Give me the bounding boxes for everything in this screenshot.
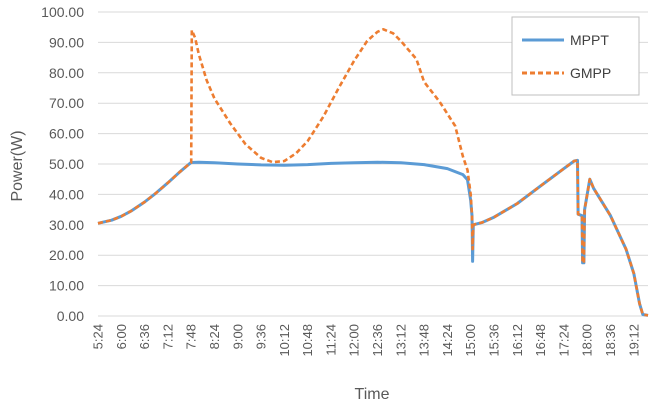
y-tick-label: 20.00 [49,247,84,263]
x-tick-label: 9:36 [254,324,269,349]
y-tick-label: 0.00 [57,308,84,324]
y-axis-ticks: 0.00 10.00 20.00 30.00 40.00 50.00 60.00 70.00 8… [41,4,84,324]
legend-label-mppt: MPPT [570,32,609,48]
y-tick-label: 90.00 [49,34,84,50]
x-tick-label: 6:00 [114,324,129,349]
x-tick-label: 9:00 [230,324,245,349]
legend: MPPT GMPP [511,16,640,96]
x-tick-label: 12:36 [370,324,385,357]
x-tick-label: 7:12 [160,324,175,349]
y-tick-label: 100.00 [41,4,84,20]
y-axis-title: Power(W) [9,130,26,201]
x-tick-label: 10:12 [277,324,292,357]
x-tick-label: 18:00 [580,324,595,357]
x-tick-label: 5:24 [91,324,106,349]
x-tick-label: 13:12 [393,324,408,357]
x-tick-label: 8:24 [207,324,222,349]
y-tick-label: 10.00 [49,278,84,294]
x-axis-title: Time [355,386,390,403]
x-tick-label: 19:12 [626,324,641,357]
y-tick-label: 40.00 [49,186,84,202]
x-tick-label: 13:48 [417,324,432,357]
x-tick-label: 15:36 [487,324,502,357]
x-tick-label: 16:12 [510,324,525,357]
gridlines [98,11,648,287]
y-tick-label: 80.00 [49,65,84,81]
x-tick-label: 16:48 [533,324,548,357]
series-line-mppt [97,158,649,317]
x-tick-label: 14:24 [440,324,455,357]
x-tick-label: 18:36 [603,324,618,357]
x-tick-label: 17:24 [556,324,571,357]
y-tick-label: 70.00 [49,95,84,111]
x-tick-label: 15:00 [463,324,478,357]
y-tick-label: 60.00 [49,126,84,142]
x-tick-label: 7:48 [184,324,199,349]
x-tick-label: 10:48 [300,324,315,357]
x-tick-label: 6:36 [137,324,152,349]
series-group [97,28,649,317]
legend-box [511,16,640,96]
x-axis-ticks: 5:24 6:00 6:36 7:12 7:48 8:24 9:00 9:36 10:12 10:… [91,324,642,357]
y-tick-label: 50.00 [49,156,84,172]
legend-label-gmpp: GMPP [570,65,611,81]
y-tick-label: 30.00 [49,217,84,233]
x-tick-label: 12:00 [347,324,362,357]
x-tick-label: 11:24 [323,324,338,356]
